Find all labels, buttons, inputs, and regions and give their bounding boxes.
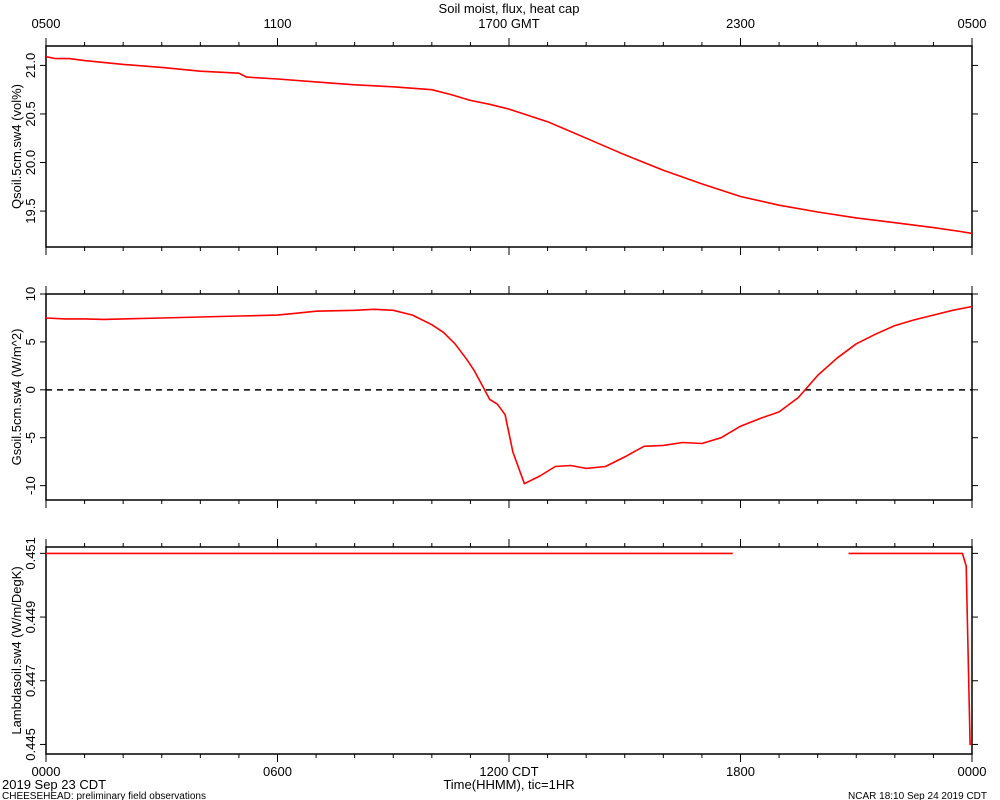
soil-moisture-panel: 19.5 20.0 20.5 21.0 Qsoil.5cm.sw4 (vol%) bbox=[9, 38, 978, 255]
y-axis-label: Qsoil.5cm.sw4 (vol%) bbox=[9, 84, 24, 209]
date-label: 2019 Sep 23 CDT bbox=[2, 777, 106, 792]
bottom-tick-label: 1200 CDT bbox=[479, 764, 538, 779]
x-axis-label: Time(HHMM), tic=1HR bbox=[443, 777, 574, 792]
y-tick-label: 0.449 bbox=[23, 601, 38, 634]
top-tick-label: 1100 bbox=[264, 16, 292, 31]
series-line bbox=[45, 55, 973, 235]
bottom-tick-label: 0000 bbox=[958, 764, 987, 779]
y-tick-label: 20.5 bbox=[23, 101, 38, 126]
y-tick-label: -10 bbox=[23, 476, 38, 495]
plot-frame bbox=[45, 45, 973, 248]
top-tick-label: 0500 bbox=[958, 16, 987, 31]
bottom-axis-tick-labels: 0000 0600 1200 CDT 1800 0000 bbox=[32, 764, 987, 779]
top-tick-label: 1700 GMT bbox=[478, 16, 539, 31]
y-tick-label: 0.445 bbox=[23, 728, 38, 761]
bottom-tick-label: 0600 bbox=[263, 764, 292, 779]
y-tick-label: 20.0 bbox=[23, 150, 38, 175]
y-tick-label: 0.451 bbox=[23, 537, 38, 570]
y-tick-label: -5 bbox=[23, 432, 38, 444]
y-tick-label: 0.447 bbox=[23, 664, 38, 697]
y-axis-label: Lambdasoil.sw4 (W/m/DegK) bbox=[9, 566, 24, 734]
top-tick-label: 0500 bbox=[32, 16, 61, 31]
top-axis-tick-labels: 0500 1100 1700 GMT 2300 0500 bbox=[32, 16, 987, 31]
y-tick-label: 21.0 bbox=[23, 53, 38, 78]
y-tick-label: 0 bbox=[23, 386, 38, 393]
series-line bbox=[45, 305, 973, 485]
soil-heat-flux-panel: -10 -5 0 5 10 Gsoil.5cm.sw4 (W/m^2) bbox=[9, 286, 978, 508]
plot-frame bbox=[45, 293, 973, 501]
bottom-tick-label: 1800 bbox=[726, 764, 755, 779]
y-tick-label: 10 bbox=[23, 287, 38, 301]
y-axis-label: Gsoil.5cm.sw4 (W/m^2) bbox=[9, 329, 24, 466]
y-tick-label: 19.5 bbox=[23, 198, 38, 223]
footer-right: NCAR 18:10 Sep 24 2019 CDT bbox=[848, 791, 987, 800]
footer-left: CHEESEHEAD: preliminary field observatio… bbox=[2, 791, 206, 800]
plot-frame bbox=[45, 546, 973, 755]
y-tick-label: 5 bbox=[23, 338, 38, 345]
top-tick-label: 2300 bbox=[726, 16, 755, 31]
series-line bbox=[848, 552, 972, 746]
bottom-tick-label: 0000 bbox=[32, 764, 61, 779]
figure-title: Soil moist, flux, heat cap bbox=[439, 1, 580, 16]
